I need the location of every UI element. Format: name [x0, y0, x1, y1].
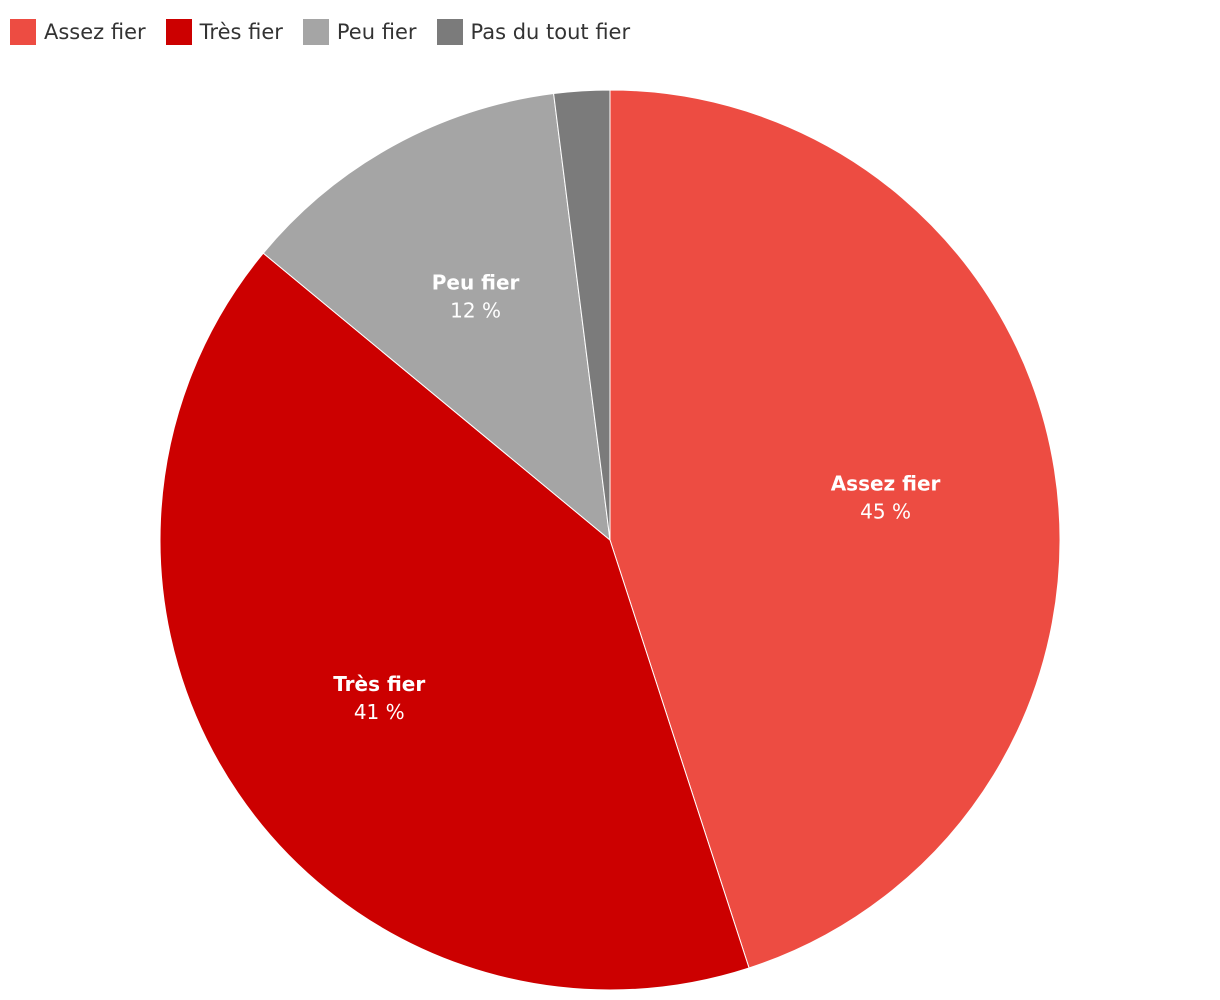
legend-item[interactable]: Pas du tout fier: [436, 19, 631, 45]
legend-item[interactable]: Peu fier: [302, 19, 417, 45]
slice-value-label: 12 %: [450, 299, 501, 323]
legend-swatch: [165, 19, 192, 45]
legend-item[interactable]: Assez fier: [10, 19, 146, 45]
pie-slice[interactable]: [553, 89, 611, 541]
legend-label: Assez fier: [44, 20, 146, 44]
legend-swatch: [302, 19, 329, 45]
pie-slice[interactable]: [159, 252, 750, 991]
legend-label: Pas du tout fier: [470, 20, 631, 44]
pie-slice[interactable]: [262, 92, 611, 542]
legend: Assez fier Très fier Peu fier Pas du tout f…: [10, 19, 650, 45]
legend-swatch: [436, 19, 463, 45]
slice-label: Peu fier: [432, 271, 520, 295]
pie-slice[interactable]: [609, 89, 1061, 969]
legend-item[interactable]: Très fier: [165, 19, 283, 45]
slice-value-label: 41 %: [354, 700, 405, 724]
slice-label: Assez fier: [831, 471, 941, 495]
slice-label: Très fier: [333, 672, 425, 696]
slice-value-label: 45 %: [860, 499, 911, 523]
legend-label: Très fier: [199, 20, 283, 44]
legend-label: Peu fier: [336, 20, 417, 44]
legend-swatch: [10, 19, 36, 45]
